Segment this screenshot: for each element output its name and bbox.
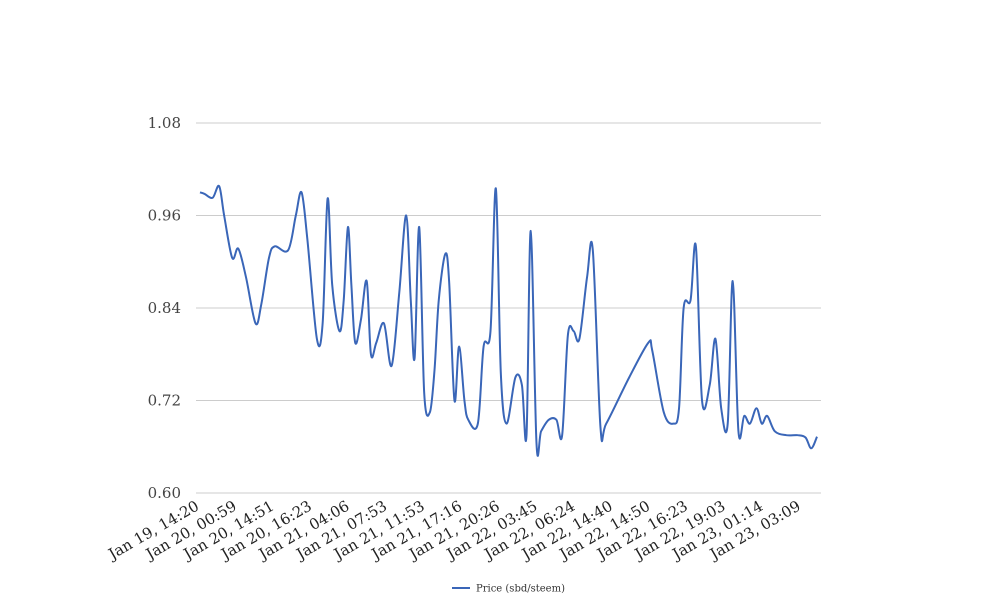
gridlines	[196, 122, 821, 494]
legend: Price (sbd/steem)	[452, 584, 565, 595]
series-group	[199, 184, 818, 457]
y-tick-label: 0.72	[148, 392, 181, 410]
y-axis: 0.60 0.72 0.84 0.96 1.08	[148, 114, 181, 502]
y-tick-label: 1.08	[148, 114, 181, 132]
y-tick-label: 0.96	[148, 207, 181, 225]
y-tick-label: 0.60	[148, 484, 181, 502]
price-series-line	[199, 184, 818, 457]
legend-label: Price (sbd/steem)	[476, 584, 565, 595]
y-tick-label: 0.84	[148, 299, 181, 317]
